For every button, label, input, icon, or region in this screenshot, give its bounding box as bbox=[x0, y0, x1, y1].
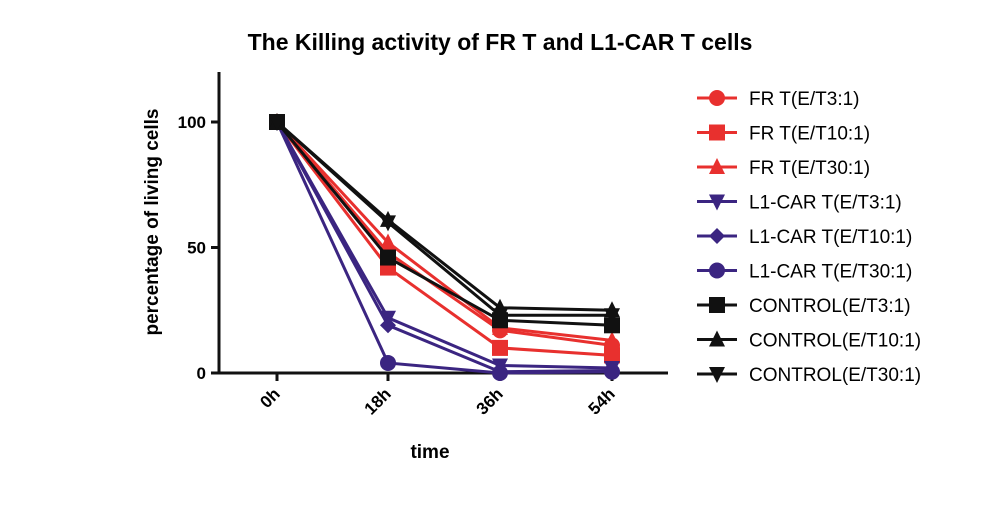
legend-marker bbox=[709, 367, 725, 383]
legend-marker bbox=[709, 228, 725, 244]
legend-label: FR T(E/T3:1) bbox=[749, 89, 860, 110]
series-8 bbox=[269, 115, 620, 325]
x-tick-label: 0h bbox=[256, 384, 283, 411]
data-point bbox=[492, 365, 508, 381]
y-tick-label: 50 bbox=[187, 239, 206, 258]
chart-title: The Killing activity of FR T and L1-CAR … bbox=[248, 29, 753, 55]
legend-marker bbox=[709, 297, 725, 313]
legend-item: L1-CAR T(E/T10:1) bbox=[697, 227, 912, 248]
series-0 bbox=[269, 114, 620, 354]
legend-item: L1-CAR T(E/T30:1) bbox=[697, 262, 912, 283]
legend-item: L1-CAR T(E/T3:1) bbox=[697, 193, 902, 214]
legend-label: CONTROL(E/T10:1) bbox=[749, 331, 921, 352]
data-point bbox=[380, 233, 396, 250]
legend-marker bbox=[709, 90, 725, 106]
data-point bbox=[604, 363, 620, 380]
legend-label: L1-CAR T(E/T10:1) bbox=[749, 227, 912, 248]
legend-label: L1-CAR T(E/T30:1) bbox=[749, 262, 912, 283]
x-tick-label: 54h bbox=[585, 384, 619, 418]
legend-marker bbox=[709, 262, 725, 279]
legend-item: CONTROL(E/T10:1) bbox=[697, 330, 921, 352]
legend-item: FR T(E/T10:1) bbox=[697, 124, 870, 145]
legend-label: L1-CAR T(E/T3:1) bbox=[749, 193, 902, 214]
series-1 bbox=[269, 114, 620, 364]
legend-item: CONTROL(E/T3:1) bbox=[697, 296, 911, 317]
legend-label: CONTROL(E/T30:1) bbox=[749, 365, 921, 386]
y-axis-label: percentage of living cells bbox=[142, 108, 163, 335]
series-line bbox=[275, 120, 613, 342]
legend-marker bbox=[709, 124, 725, 141]
series-3 bbox=[269, 115, 620, 377]
data-point bbox=[492, 339, 508, 356]
legend-item: FR T(E/T30:1) bbox=[697, 158, 870, 179]
series-2 bbox=[269, 113, 620, 348]
series-line bbox=[275, 121, 613, 357]
legend-item: CONTROL(E/T30:1) bbox=[697, 365, 921, 386]
legend-marker bbox=[709, 330, 725, 347]
series-line bbox=[275, 121, 613, 375]
legend-marker bbox=[709, 194, 725, 211]
data-point bbox=[604, 331, 620, 348]
legend-marker bbox=[709, 158, 725, 174]
legend-label: FR T(E/T30:1) bbox=[749, 158, 870, 179]
data-point bbox=[604, 317, 620, 334]
data-point bbox=[604, 308, 620, 325]
x-tick-label: 18h bbox=[361, 384, 395, 418]
data-point bbox=[492, 308, 508, 325]
y-tick-label: 100 bbox=[178, 113, 206, 132]
series-line bbox=[275, 121, 613, 370]
x-axis-label: time bbox=[410, 442, 449, 463]
data-point bbox=[380, 354, 396, 371]
data-point bbox=[269, 115, 285, 131]
series-line bbox=[275, 121, 613, 347]
x-tick-label: 36h bbox=[473, 384, 507, 418]
legend-label: FR T(E/T10:1) bbox=[749, 124, 870, 145]
data-point bbox=[380, 249, 396, 266]
series-6 bbox=[269, 114, 620, 334]
series-line bbox=[275, 121, 613, 327]
data-point bbox=[604, 347, 620, 364]
legend-item: FR T(E/T3:1) bbox=[697, 89, 860, 110]
data-point bbox=[380, 317, 396, 334]
y-tick-label: 0 bbox=[197, 364, 206, 383]
legend-label: CONTROL(E/T3:1) bbox=[749, 296, 911, 317]
data-point bbox=[380, 215, 396, 232]
series-line bbox=[275, 120, 612, 317]
